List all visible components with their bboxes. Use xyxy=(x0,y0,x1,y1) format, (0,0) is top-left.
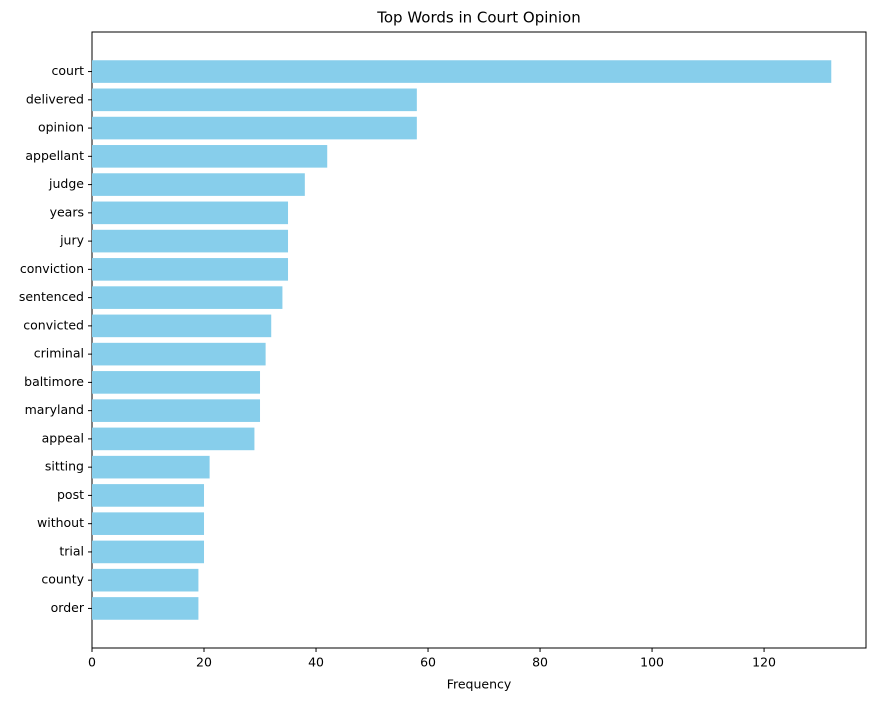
y-tick-label: without xyxy=(37,515,84,530)
x-tick-label: 100 xyxy=(640,655,664,670)
y-tick-label: judge xyxy=(48,176,84,191)
y-tick-label: baltimore xyxy=(24,374,84,389)
y-tick-label: years xyxy=(50,204,84,219)
y-tick-label: court xyxy=(52,63,85,78)
x-axis-label: Frequency xyxy=(447,677,512,692)
y-tick-label: delivered xyxy=(26,91,84,106)
y-tick-label: criminal xyxy=(34,346,84,361)
y-tick-label: county xyxy=(41,572,84,587)
x-tick-label: 120 xyxy=(752,655,776,670)
y-tick-label: order xyxy=(51,600,85,615)
bar xyxy=(92,258,289,281)
bar xyxy=(92,512,205,535)
chart-title: Top Words in Court Opinion xyxy=(376,9,581,27)
y-tick-label: sentenced xyxy=(19,289,84,304)
y-tick-label: convicted xyxy=(23,317,84,332)
x-tick-label: 0 xyxy=(88,655,96,670)
bar xyxy=(92,116,417,140)
bar xyxy=(92,484,205,507)
y-tick-label: sitting xyxy=(45,459,84,474)
y-tick-label: post xyxy=(57,487,84,502)
y-tick-label: conviction xyxy=(20,261,84,276)
y-tick-label: trial xyxy=(59,543,84,558)
plot-frame xyxy=(91,31,867,649)
bar xyxy=(92,371,261,394)
bar xyxy=(92,60,832,83)
x-tick-label: 60 xyxy=(420,655,436,670)
bar xyxy=(92,314,272,338)
x-tick-label: 20 xyxy=(196,655,212,670)
bar xyxy=(92,342,266,366)
bar xyxy=(92,229,289,253)
bar xyxy=(92,173,305,196)
y-tick-label: appeal xyxy=(42,430,84,445)
bar xyxy=(92,568,199,592)
bar xyxy=(92,399,261,422)
x-tick-label: 80 xyxy=(532,655,548,670)
y-tick-label: appellant xyxy=(25,148,84,163)
y-tick-label: maryland xyxy=(25,402,84,417)
bar xyxy=(92,201,289,225)
bar xyxy=(92,427,255,451)
bar xyxy=(92,286,283,309)
bar xyxy=(92,455,210,479)
bar xyxy=(92,145,328,168)
y-tick-label: opinion xyxy=(38,120,84,135)
bar xyxy=(92,597,199,620)
bar xyxy=(92,540,205,564)
y-tick-label: jury xyxy=(59,233,85,248)
x-tick-label: 40 xyxy=(308,655,324,670)
bar xyxy=(92,88,417,112)
